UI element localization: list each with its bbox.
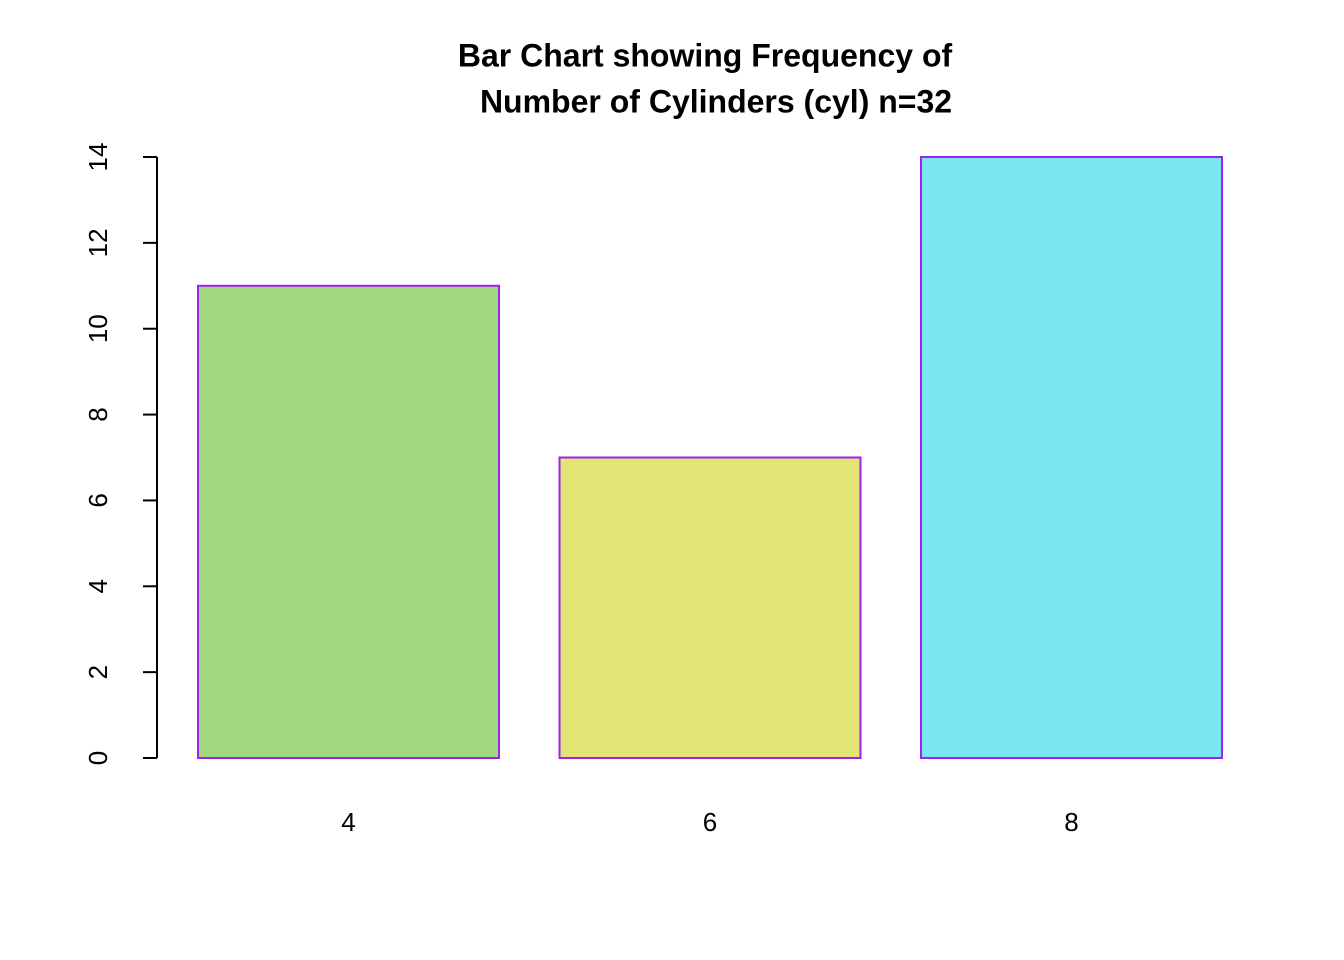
bar bbox=[558, 456, 862, 759]
x-tick-label: 4 bbox=[341, 807, 355, 837]
x-tick-label: 8 bbox=[1064, 807, 1078, 837]
y-tick-label: 6 bbox=[83, 493, 113, 507]
chart-title: Bar Chart showing Frequency of bbox=[458, 37, 953, 73]
chart-title: Number of Cylinders (cyl) n=32 bbox=[480, 83, 952, 119]
y-tick-label: 12 bbox=[83, 228, 113, 257]
bar bbox=[197, 284, 500, 759]
y-tick-label: 0 bbox=[83, 751, 113, 765]
y-tick-label: 8 bbox=[83, 407, 113, 421]
y-tick-label: 14 bbox=[83, 143, 113, 172]
y-tick-label: 4 bbox=[83, 579, 113, 593]
x-tick-label: 6 bbox=[703, 807, 717, 837]
bar bbox=[920, 156, 1223, 759]
y-tick-label: 2 bbox=[83, 665, 113, 679]
y-tick-label: 10 bbox=[83, 314, 113, 343]
